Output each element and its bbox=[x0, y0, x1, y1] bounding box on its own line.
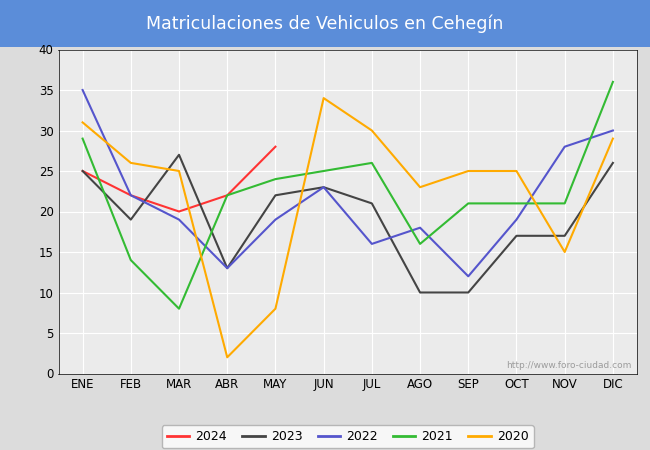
Text: Matriculaciones de Vehiculos en Cehegín: Matriculaciones de Vehiculos en Cehegín bbox=[146, 14, 504, 33]
Text: http://www.foro-ciudad.com: http://www.foro-ciudad.com bbox=[506, 361, 631, 370]
Legend: 2024, 2023, 2022, 2021, 2020: 2024, 2023, 2022, 2021, 2020 bbox=[162, 425, 534, 448]
